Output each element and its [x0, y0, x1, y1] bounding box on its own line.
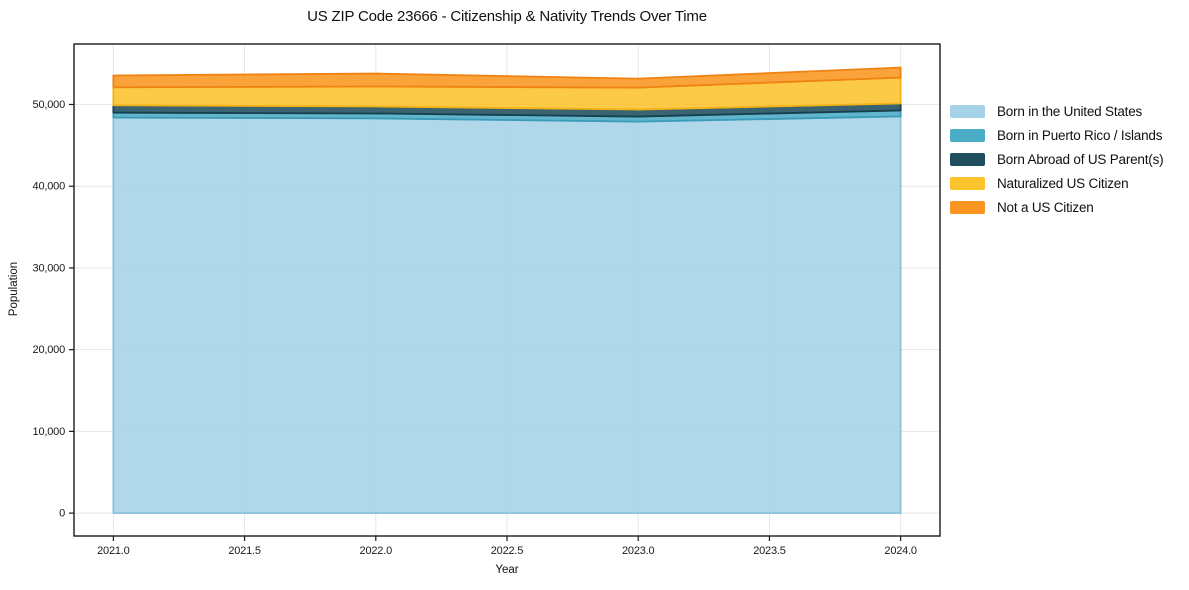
x-tick-label: 2021.0: [97, 545, 130, 557]
y-tick-label: 10,000: [33, 426, 66, 438]
chart-title: US ZIP Code 23666 - Citizenship & Nativi…: [307, 8, 707, 25]
legend-label: Not a US Citizen: [997, 200, 1094, 215]
y-tick-label: 20,000: [33, 344, 66, 356]
y-tick-label: 50,000: [33, 99, 66, 111]
x-tick-label: 2022.0: [360, 545, 393, 557]
legend-item: Born Abroad of US Parent(s): [950, 152, 1164, 167]
legend-swatch: [950, 105, 985, 118]
x-tick-label: 2024.0: [884, 545, 917, 557]
legend-swatch: [950, 153, 985, 166]
y-tick-label: 0: [59, 508, 65, 520]
legend-item: Born in Puerto Rico / Islands: [950, 128, 1163, 143]
y-axis-label: Population: [8, 261, 20, 317]
legend-swatch: [950, 201, 985, 214]
x-tick-label: 2022.5: [491, 545, 524, 557]
legend-label: Born in the United States: [997, 104, 1143, 119]
legend-label: Born Abroad of US Parent(s): [997, 152, 1164, 167]
area-born-in-the-united-states: [112, 115, 902, 515]
legend-item: Naturalized US Citizen: [950, 176, 1163, 191]
y-tick-label: 40,000: [33, 181, 66, 193]
legend-label: Naturalized US Citizen: [997, 176, 1129, 191]
legend-swatch: [950, 177, 985, 190]
x-tick-label: 2021.5: [228, 545, 261, 557]
x-tick-label: 2023.5: [753, 545, 786, 557]
x-axis-label: Year: [495, 564, 519, 576]
area-not-a-us-citizen: [112, 66, 902, 89]
legend-item: Born in the United States: [950, 104, 1163, 119]
legend-swatch: [950, 129, 985, 142]
x-tick-label: 2023.0: [622, 545, 655, 557]
y-tick-label: 30,000: [33, 262, 66, 274]
legend-item: Not a US Citizen: [950, 200, 1163, 215]
legend-label: Born in Puerto Rico / Islands: [997, 128, 1163, 143]
legend: Born in the United States Born in Puerto …: [950, 104, 1164, 215]
